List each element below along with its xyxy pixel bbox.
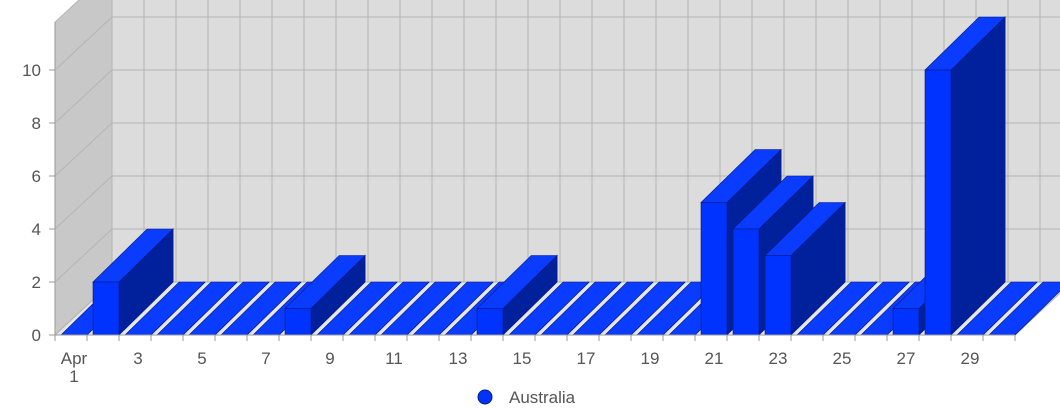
x-tick-label: 5 <box>197 349 206 368</box>
bar-front <box>476 308 504 336</box>
x-tick-label: Apr <box>61 349 88 368</box>
chart-walls <box>53 0 1060 337</box>
bar-23 <box>764 201 846 336</box>
y-tick-label: 8 <box>32 114 41 133</box>
bar-28 <box>924 16 1006 336</box>
legend-label-australia: Australia <box>509 388 576 407</box>
legend: Australia <box>477 388 576 407</box>
x-tick-label: 15 <box>513 349 532 368</box>
gridline-side <box>54 228 113 283</box>
bar-front <box>284 308 312 336</box>
x-tick-label: 27 <box>897 349 916 368</box>
y-tick-label: 6 <box>32 167 41 186</box>
x-tick-label: 9 <box>325 349 334 368</box>
bar-front <box>92 281 120 336</box>
bar-2 <box>92 228 174 336</box>
x-tick-label: 13 <box>449 349 468 368</box>
legend-marker-australia <box>477 389 493 405</box>
gridline-side <box>54 175 113 230</box>
bar-front <box>892 308 920 336</box>
x-tick-label: 23 <box>769 349 788 368</box>
back-wall <box>111 0 1060 283</box>
bars <box>60 16 1060 336</box>
y-tick-label: 10 <box>22 61 41 80</box>
y-tick-label: 0 <box>32 326 41 345</box>
x-tick-label: 7 <box>261 349 270 368</box>
y-axis: 0 2 4 6 8 10 <box>22 22 56 345</box>
x-tick-label: 19 <box>641 349 660 368</box>
x-tick-label: 25 <box>833 349 852 368</box>
gridlines <box>54 0 1060 336</box>
bar-14 <box>476 254 558 336</box>
bar-front <box>764 255 792 336</box>
y-tick-label: 2 <box>32 273 41 292</box>
x-tick-label: 17 <box>577 349 596 368</box>
bar-front <box>924 69 952 336</box>
bar-front <box>732 228 760 336</box>
bar-8 <box>284 254 366 336</box>
bar-front <box>700 202 728 336</box>
x-tick-label: 29 <box>961 349 980 368</box>
bar-side <box>950 16 1006 336</box>
x-tick-label: 3 <box>133 349 142 368</box>
x-tick-label: 11 <box>385 349 403 368</box>
gridline-side <box>54 16 113 71</box>
y-tick-label: 4 <box>32 220 41 239</box>
x-tick-label: 1 <box>69 367 78 386</box>
gridline-side <box>54 69 113 124</box>
x-tick-label: 21 <box>705 349 724 368</box>
gridline-side <box>54 122 113 177</box>
